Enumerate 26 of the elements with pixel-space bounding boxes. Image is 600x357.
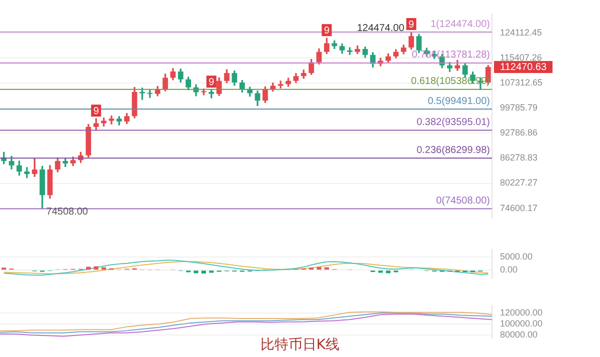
y-tick-label: 86278.83 bbox=[500, 152, 538, 163]
text: 112470.63 bbox=[500, 62, 547, 74]
y-tick-label: 0.00 bbox=[500, 264, 518, 275]
annotation: 124474.00 bbox=[357, 22, 405, 34]
ref-line-label: 1(124474.00) bbox=[430, 18, 490, 30]
ref-line-label: 0.5(99491.00) bbox=[428, 96, 490, 107]
y-tick-label: 100000.00 bbox=[500, 318, 543, 329]
annotation: 9 bbox=[408, 19, 414, 30]
y-tick-label: 80227.27 bbox=[500, 178, 538, 188]
text: 比特币日K线 bbox=[260, 337, 340, 353]
ref-line-label: 0(74508.00) bbox=[436, 195, 490, 206]
y-tick-label: 107312.65 bbox=[500, 78, 543, 88]
y-tick-label: 124112.45 bbox=[500, 28, 542, 38]
annotation: 74508.00 bbox=[46, 206, 88, 218]
y-tick-label: 80000.00 bbox=[500, 330, 538, 340]
y-tick-label: 99785.79 bbox=[500, 102, 538, 113]
y-tick-label: 115407.26 bbox=[500, 52, 542, 63]
annotation: 9 bbox=[208, 76, 215, 88]
annotation: 9 bbox=[324, 25, 330, 36]
y-tick-label: 120000.00 bbox=[500, 307, 543, 318]
y-tick-label: 5000.00 bbox=[500, 252, 533, 262]
y-tick-label: 74600.17 bbox=[500, 202, 538, 213]
annotation: 9 bbox=[93, 106, 100, 117]
y-tick-label: 92786.86 bbox=[500, 128, 538, 138]
ref-line-label: 0.236(86299.98) bbox=[416, 144, 490, 156]
ref-line-label: 0.382(93595.01) bbox=[416, 116, 490, 128]
